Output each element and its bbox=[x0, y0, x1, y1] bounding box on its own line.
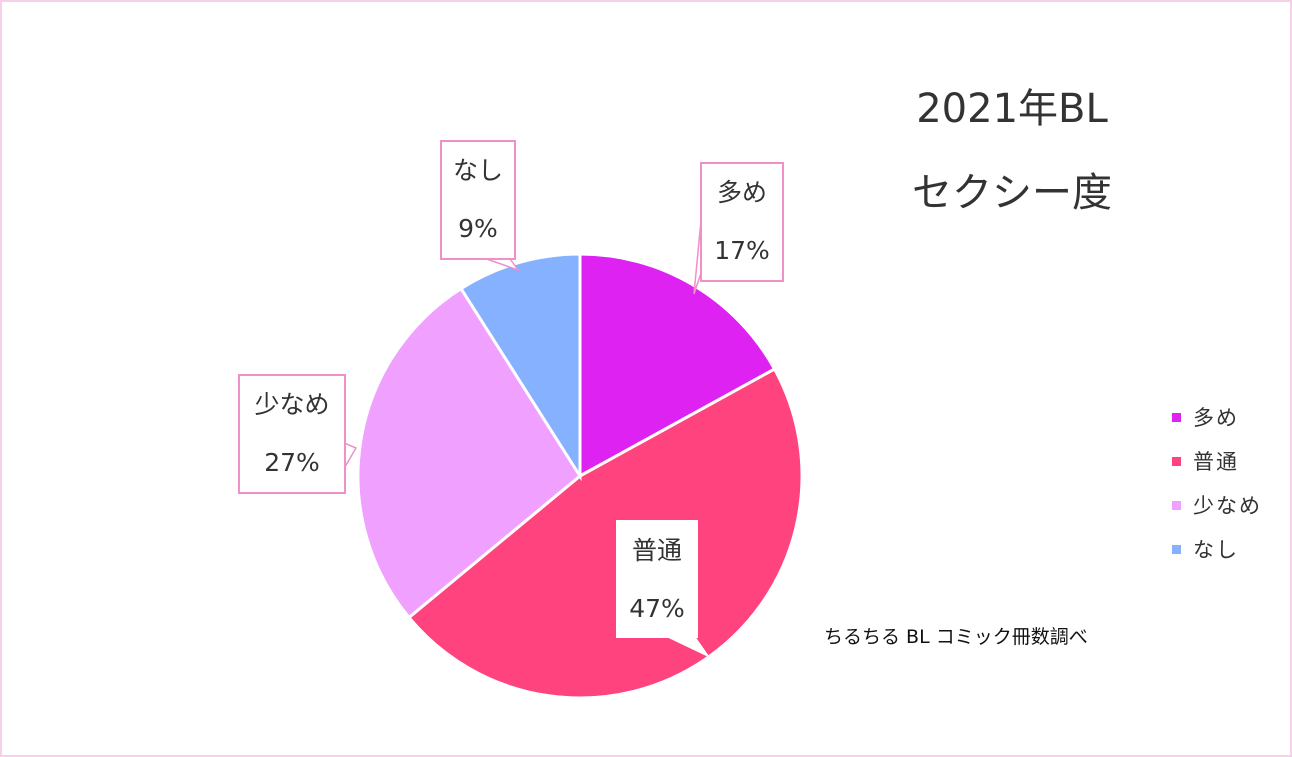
legend-item: 多め bbox=[1172, 395, 1262, 439]
callout-label: 普通 bbox=[631, 536, 682, 565]
callout-value: 17% bbox=[714, 236, 770, 265]
legend-item: 普通 bbox=[1172, 439, 1262, 483]
callout-value: 27% bbox=[264, 448, 320, 477]
pie-slice-futsu bbox=[406, 367, 804, 700]
legend-swatch bbox=[1172, 544, 1181, 554]
legend-item: 少なめ bbox=[1172, 483, 1262, 527]
legend-label: 普通 bbox=[1193, 450, 1239, 474]
callout-tamame: 多め 17% bbox=[700, 162, 784, 282]
callout-label: 少なめ bbox=[254, 390, 330, 419]
pie-slice-nashi bbox=[458, 252, 582, 482]
legend-swatch bbox=[1172, 412, 1181, 422]
callout-label: 多め bbox=[716, 178, 767, 207]
callout-sukoname: 少なめ 27% bbox=[238, 374, 346, 494]
chart-title-line-2: セクシー度 bbox=[912, 170, 1112, 216]
chart-title-line-1: 2021年BL bbox=[916, 86, 1108, 132]
callout-label: なし bbox=[452, 156, 503, 185]
pie-slices bbox=[356, 252, 804, 700]
legend-item: なし bbox=[1172, 527, 1262, 571]
pie-slice-tamame bbox=[578, 252, 777, 479]
source-note: ちるちる BL コミック冊数調べ bbox=[824, 626, 1088, 648]
legend: 多め 普通 少なめ なし bbox=[1172, 395, 1262, 571]
callout-nashi: なし 9% bbox=[440, 140, 516, 260]
legend-swatch bbox=[1172, 500, 1181, 510]
legend-label: 少なめ bbox=[1193, 494, 1262, 518]
pie-slice-sukoname bbox=[356, 286, 582, 620]
legend-swatch bbox=[1172, 456, 1181, 466]
legend-label: なし bbox=[1193, 538, 1239, 562]
callout-value: 47% bbox=[629, 594, 685, 623]
callout-futsu: 普通 47% bbox=[616, 520, 698, 638]
callout-value: 9% bbox=[458, 214, 498, 243]
legend-label: 多め bbox=[1193, 406, 1239, 430]
